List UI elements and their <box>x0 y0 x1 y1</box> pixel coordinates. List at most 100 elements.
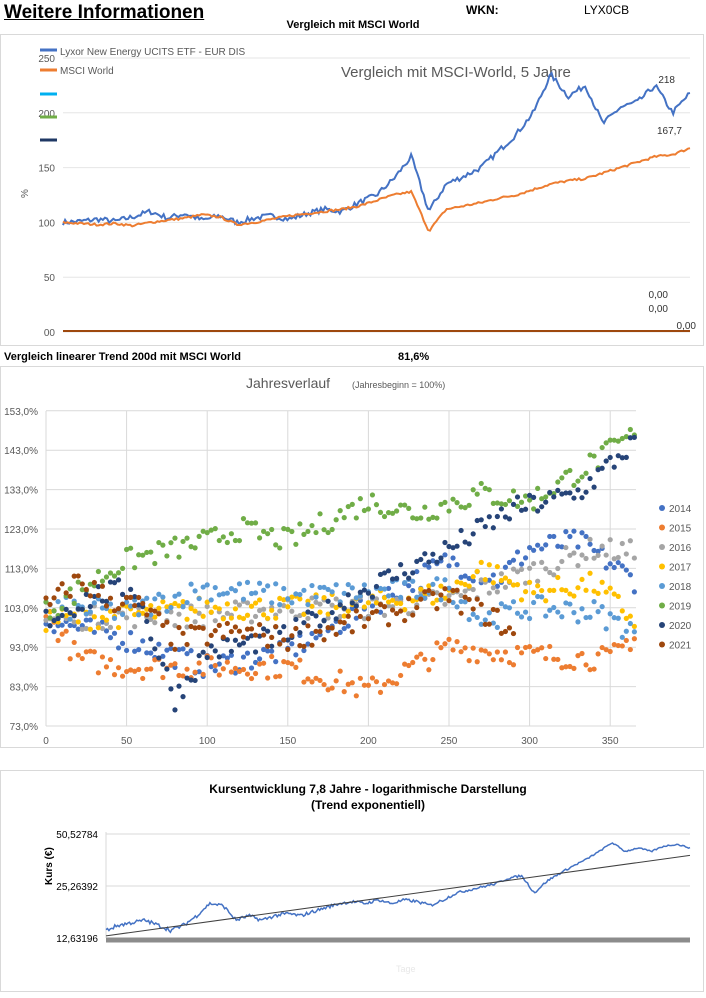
dot-2015 <box>527 644 533 650</box>
dot-2014 <box>156 641 162 647</box>
dot-2019 <box>527 497 533 503</box>
dot-2021 <box>454 587 460 593</box>
dot-2019 <box>333 517 339 523</box>
dot-2018 <box>486 610 492 616</box>
dot-2018 <box>357 593 363 599</box>
dot-2021 <box>321 637 327 643</box>
dot-2019 <box>543 494 549 500</box>
x-tick-label: 200 <box>360 736 377 747</box>
dot-2021 <box>277 641 283 647</box>
dot-2019 <box>180 538 186 545</box>
dot-2019 <box>47 615 53 621</box>
dot-2016 <box>543 566 549 572</box>
dot-2014 <box>224 655 230 661</box>
dot-2015 <box>502 649 509 655</box>
dot-2018 <box>281 585 287 592</box>
dot-2017 <box>148 602 154 609</box>
chart2-title: Jahresverlauf <box>246 375 330 391</box>
x-tick-label: 0 <box>43 736 49 747</box>
dot-2016 <box>148 616 154 623</box>
dot-2016 <box>607 537 613 543</box>
y-tick-label: 100 <box>38 218 55 229</box>
dot-2015 <box>611 641 617 648</box>
dot-2021 <box>184 641 190 648</box>
dot-2020 <box>244 635 251 641</box>
dot-2017 <box>192 608 198 614</box>
dot-2015 <box>220 666 226 672</box>
x-tick-label: 100 <box>199 736 216 747</box>
dot-2018 <box>99 605 106 611</box>
dot-2020 <box>365 590 371 596</box>
dot-2020 <box>216 654 222 660</box>
dot-2021 <box>466 596 472 603</box>
dot-2016 <box>309 595 315 601</box>
dot-2020 <box>394 575 400 581</box>
dot-2018 <box>156 591 162 597</box>
dot-2017 <box>248 603 255 609</box>
dot-2021 <box>124 594 130 601</box>
dot-2020 <box>196 653 202 659</box>
dot-2014 <box>454 562 460 568</box>
dot-2019 <box>446 508 452 514</box>
dot-2018 <box>466 616 472 623</box>
dot-2015 <box>506 659 513 666</box>
dot-2016 <box>95 621 101 627</box>
dot-2017 <box>373 600 380 606</box>
dot-2018 <box>398 594 404 600</box>
dot-2014 <box>563 529 569 535</box>
end-label: 167,7 <box>657 126 682 137</box>
dot-2021 <box>430 590 436 597</box>
legend-label: 2021 <box>669 641 692 652</box>
dot-2018 <box>240 596 247 602</box>
dot-2018 <box>611 615 617 621</box>
dot-2016 <box>611 556 617 562</box>
dot-2021 <box>438 592 444 598</box>
dot-2019 <box>79 587 85 593</box>
dot-2014 <box>486 577 492 583</box>
dot-2019 <box>454 500 460 506</box>
dot-2018 <box>414 594 420 600</box>
dot-2021 <box>95 592 101 599</box>
legend-marker <box>659 641 665 648</box>
dot-2015 <box>236 668 243 675</box>
dot-2017 <box>228 615 234 621</box>
dot-2018 <box>192 588 198 594</box>
dot-2020 <box>236 642 243 648</box>
dot-2014 <box>583 533 589 540</box>
dot-2021 <box>289 633 295 639</box>
dot-2014 <box>422 562 428 568</box>
dot-2016 <box>603 552 609 558</box>
dot-2019 <box>144 549 150 556</box>
dot-2014 <box>252 659 259 666</box>
dot-2014 <box>228 652 234 658</box>
dot-2015 <box>631 636 637 642</box>
dot-2018 <box>216 592 222 598</box>
dot-2014 <box>172 664 178 670</box>
dot-2018 <box>301 587 307 593</box>
y-tick-label: 143,0% <box>4 446 38 457</box>
dot-2020 <box>200 649 206 655</box>
dot-2017 <box>607 585 613 591</box>
dot-2015 <box>369 675 376 681</box>
dot-2021 <box>462 594 468 600</box>
legend-label: 2017 <box>669 563 692 574</box>
dot-2020 <box>281 624 287 630</box>
dot-2018 <box>547 607 553 613</box>
dot-2018 <box>551 604 557 611</box>
dot-2020 <box>398 562 404 568</box>
dot-2017 <box>510 582 517 588</box>
dot-2021 <box>394 610 400 617</box>
dot-2015 <box>583 662 589 668</box>
dot-2016 <box>623 551 629 557</box>
dot-2021 <box>63 590 69 596</box>
legend-marker <box>659 622 665 628</box>
dot-2017 <box>631 623 637 630</box>
dot-2019 <box>172 535 178 541</box>
dot-2020 <box>418 556 424 563</box>
dot-2015 <box>152 657 158 663</box>
dot-2021 <box>506 625 513 631</box>
dot-2015 <box>543 655 549 662</box>
dot-2018 <box>615 615 621 621</box>
dot-2016 <box>462 588 468 594</box>
dot-2021 <box>148 607 154 613</box>
